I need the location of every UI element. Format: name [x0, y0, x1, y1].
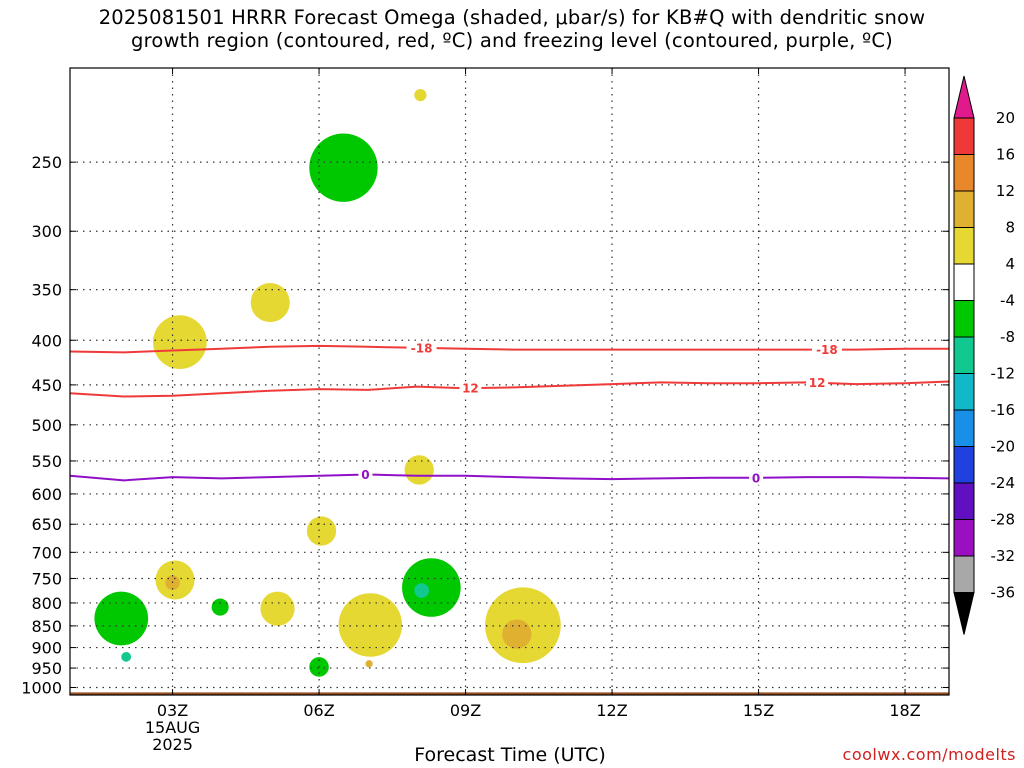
contour-label--12-1: 12: [809, 376, 826, 390]
colorbar-bin-7: [953, 373, 975, 411]
colorbar-bin-2: [953, 190, 975, 228]
colorbar-label-5: -4: [1000, 292, 1015, 310]
contour-line--18: [69, 344, 949, 354]
colorbar-label-6: -8: [1000, 328, 1015, 346]
contour-label--18-1: -18: [816, 343, 838, 357]
colorbar-bin-4: [953, 263, 975, 301]
title-line-2: growth region (contoured, red, ºC) and f…: [131, 29, 893, 52]
y-tick-label-250: 250: [31, 153, 62, 172]
colorbar-label-7: -12: [991, 365, 1016, 383]
contour-label--12-0: 12: [462, 382, 479, 396]
colorbar-label-11: -28: [991, 511, 1016, 529]
y-tick-label-700: 700: [31, 543, 62, 562]
colorbar-label-8: -16: [991, 401, 1016, 419]
colorbar-label-9: -20: [991, 438, 1016, 456]
plot-frame: [69, 67, 950, 696]
x-tick-label-09Z: 09Z: [450, 701, 481, 720]
omega-feature-5: [306, 516, 337, 546]
y-tick-label-450: 450: [31, 376, 62, 395]
y-tick-label-650: 650: [31, 515, 62, 534]
colorbar-bin-6: [953, 336, 975, 374]
y-tick-label-550: 550: [31, 452, 62, 471]
omega-feature-14: [365, 660, 373, 668]
omega-feature-2: [153, 315, 207, 370]
y-tick-label-950: 950: [31, 659, 62, 678]
x-tick-label-12Z: 12Z: [596, 701, 627, 720]
y-tick-label-600: 600: [31, 485, 62, 504]
y-tick-label-350: 350: [31, 281, 62, 300]
colorbar-bin-3: [953, 227, 975, 265]
y-tick-label-500: 500: [31, 416, 62, 435]
colorbar-bin-0: [953, 117, 975, 155]
x-tick-label-03Z: 03Z: [157, 701, 188, 720]
colorbar-bin-10: [953, 482, 975, 520]
y-tick-label-850: 850: [31, 617, 62, 636]
y-tick-label-400: 400: [31, 331, 62, 350]
colorbar-label-1: 16: [996, 146, 1015, 164]
omega-feature-16: [414, 583, 429, 598]
omega-feature-1: [414, 89, 427, 102]
x-tick-sublabel-0: 15AUG: [145, 718, 200, 737]
colorbar-bin-11: [953, 519, 975, 557]
omega-feature-15: [402, 558, 461, 617]
x-tick-label-15Z: 15Z: [743, 701, 774, 720]
contour-label-0-0: 0: [361, 468, 369, 482]
omega-feature-3: [250, 283, 290, 323]
x-tick-sublabel-1: 2025: [152, 735, 193, 754]
omega-feature-8: [94, 591, 149, 646]
omega-feature-0: [309, 133, 378, 202]
colorbar-label-13: -36: [991, 584, 1016, 602]
y-tick-label-1000: 1000: [21, 678, 62, 697]
colorbar-label-12: -32: [991, 547, 1016, 565]
contour-label-bg-0-0: [358, 467, 373, 482]
y-tick-label-900: 900: [31, 639, 62, 658]
y-tick-label-300: 300: [31, 222, 62, 241]
omega-feature-9: [121, 651, 132, 662]
contour-label-bg--12-0: [459, 381, 482, 396]
colorbar-label-10: -24: [991, 474, 1016, 492]
colorbar-bin-12: [953, 555, 975, 593]
chart-title: 2025081501 HRRR Forecast Omega (shaded, …: [0, 6, 1024, 52]
contour-label--18-0: -18: [411, 341, 433, 355]
omega-feature-10: [211, 598, 229, 616]
omega-feature-13: [338, 593, 403, 657]
contour-label-bg-0-1: [749, 470, 764, 485]
colorbar-bin-9: [953, 446, 975, 484]
title-line-1: 2025081501 HRRR Forecast Omega (shaded, …: [98, 6, 926, 29]
colorbar-label-2: 12: [996, 182, 1015, 200]
omega-shading: [94, 89, 561, 677]
credit-link[interactable]: coolwx.com/modelts: [842, 745, 1016, 764]
omega-feature-4: [404, 455, 434, 485]
colorbar-bottom-arrow: [953, 592, 975, 635]
contour-label-bg--12-1: [806, 375, 829, 390]
colorbar: 20 16 12 8 4 -4 -8 -12 -16 -20 -24 -28 -32 -36: [953, 75, 1016, 635]
contour-line-0: [69, 473, 950, 482]
surface-terrain-bar: [70, 692, 949, 695]
omega-feature-11: [260, 591, 295, 626]
contour-label-0-1: 0: [752, 471, 760, 485]
colorbar-bin-5: [953, 300, 975, 338]
colorbar-top-arrow: [953, 75, 975, 119]
axes: 250 300 350 400 450 500 550 600 650 700 750 800 850 9…: [21, 67, 950, 754]
x-tick-label-18Z: 18Z: [889, 701, 920, 720]
y-tick-label-800: 800: [31, 594, 62, 613]
x-tick-label-06Z: 06Z: [303, 701, 334, 720]
colorbar-bin-1: [953, 154, 975, 192]
surface-bar: [70, 692, 949, 695]
x-axis-label: Forecast Time (UTC): [414, 744, 606, 766]
y-tick-label-750: 750: [31, 569, 62, 588]
omega-feature-18: [502, 619, 532, 649]
colorbar-label-0: 20: [996, 109, 1015, 127]
contours: -18 -18 12 12 0 0: [69, 340, 950, 485]
colorbar-bin-8: [953, 409, 975, 447]
colorbar-label-3: 8: [1005, 219, 1015, 237]
contour-label-bg--18-0: [406, 340, 437, 355]
contour-label-bg--18-1: [811, 342, 842, 357]
colorbar-label-4: 4: [1005, 255, 1015, 273]
